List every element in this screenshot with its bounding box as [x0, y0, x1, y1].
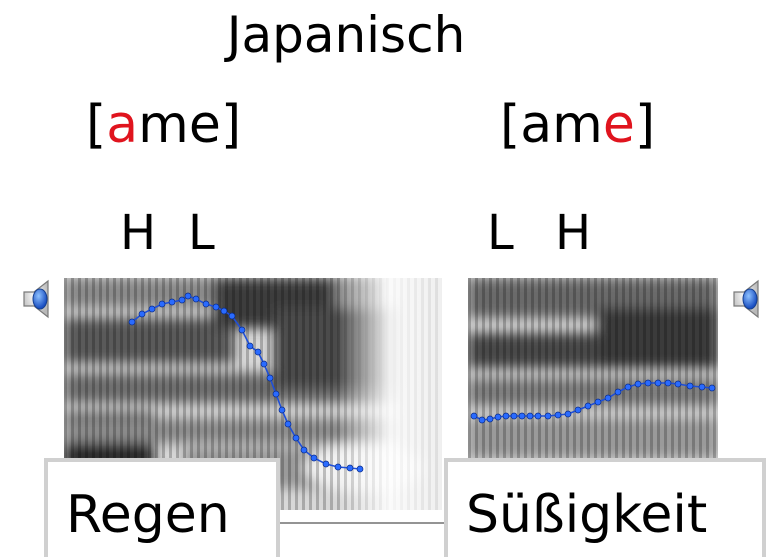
pitch-point	[246, 342, 254, 350]
ipa-highlight-e: e	[602, 95, 635, 155]
pitch-point	[284, 420, 292, 428]
pitch-point	[202, 300, 210, 308]
pitch-point	[674, 380, 682, 388]
tone-label-l: L	[487, 205, 514, 261]
pitch-point	[310, 454, 318, 462]
pitch-point	[518, 412, 526, 420]
pitch-point	[300, 446, 308, 454]
pitch-point	[604, 394, 612, 402]
meaning-label-suessigkeit: Süßigkeit	[444, 458, 766, 557]
pitch-point	[254, 348, 262, 356]
ipa-word-2: [ame]	[500, 95, 656, 155]
pitch-point	[554, 411, 562, 419]
pitch-point	[266, 374, 274, 382]
pitch-point	[584, 402, 592, 410]
pitch-point	[664, 379, 672, 387]
pitch-point	[272, 390, 280, 398]
pitch-point	[544, 412, 552, 420]
pitch-point	[708, 384, 716, 392]
pitch-point	[624, 383, 632, 391]
pitch-point	[686, 382, 694, 390]
speaker-icon[interactable]	[14, 276, 60, 322]
pitch-point	[278, 406, 286, 414]
ipa-word-1: [ame]	[86, 95, 242, 155]
pitch-point	[128, 318, 136, 326]
pitch-point	[138, 310, 146, 318]
pitch-point	[212, 303, 220, 311]
meaning-label-regen: Regen	[44, 458, 280, 557]
pitch-point	[510, 412, 518, 420]
pitch-point	[334, 463, 342, 471]
pitch-track-regen	[126, 290, 366, 475]
meaning-text: Regen	[66, 485, 230, 545]
pitch-point	[614, 388, 622, 396]
pitch-point	[220, 307, 228, 315]
pitch-point	[574, 406, 582, 414]
pitch-point	[526, 412, 534, 420]
meaning-text: Süßigkeit	[466, 485, 708, 545]
pitch-track-suessigkeit	[468, 370, 718, 430]
pitch-point	[228, 312, 236, 320]
pitch-point	[346, 464, 354, 472]
speaker-icon[interactable]	[724, 276, 770, 322]
pitch-point	[698, 383, 706, 391]
pitch-point	[654, 379, 662, 387]
pitch-point	[594, 398, 602, 406]
pitch-point	[178, 296, 186, 304]
tone-label-h: H	[120, 205, 157, 261]
tone-label-h: H	[555, 205, 592, 261]
pitch-point	[644, 379, 652, 387]
pitch-point	[322, 460, 330, 468]
pitch-point	[564, 410, 572, 418]
pitch-point	[356, 465, 364, 473]
page-title: Japanisch	[226, 6, 466, 64]
pitch-point	[534, 412, 542, 420]
pitch-point	[470, 412, 478, 420]
pitch-point	[184, 292, 192, 300]
ipa-highlight-a: a	[106, 95, 139, 155]
pitch-point	[148, 305, 156, 313]
tone-label-l: L	[188, 205, 215, 261]
pitch-point	[292, 434, 300, 442]
pitch-point	[478, 416, 486, 424]
pitch-point	[192, 295, 200, 303]
pitch-point	[494, 413, 502, 421]
pitch-point	[634, 380, 642, 388]
pitch-point	[502, 412, 510, 420]
pitch-point	[238, 326, 246, 334]
pitch-point	[168, 298, 176, 306]
pitch-point	[260, 360, 268, 368]
pitch-point	[486, 415, 494, 423]
pitch-point	[158, 300, 166, 308]
